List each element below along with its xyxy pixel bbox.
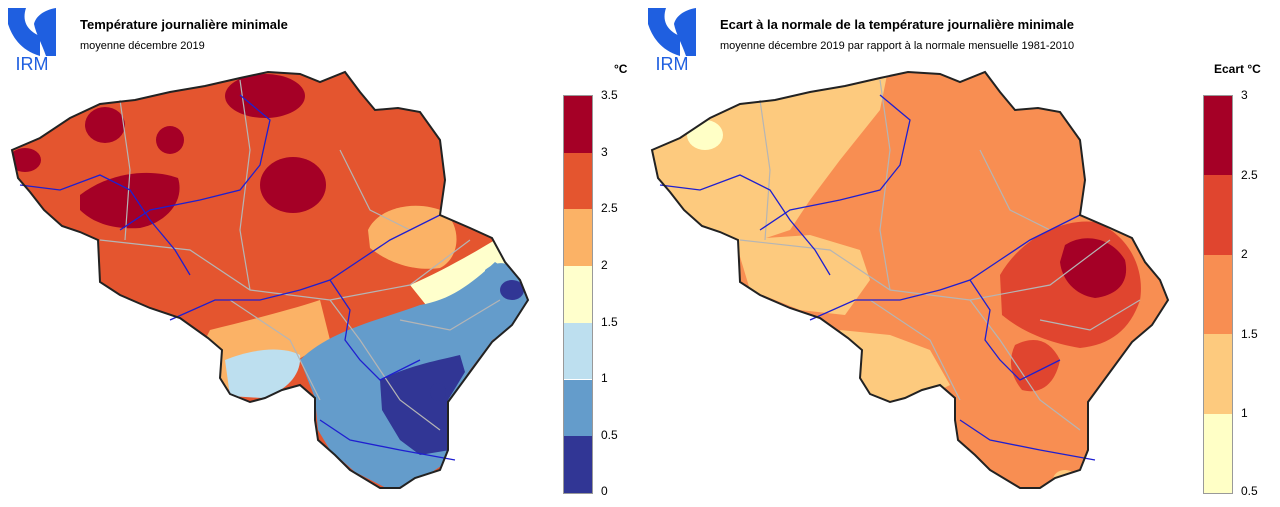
- legend-band: [1204, 334, 1232, 414]
- legend-tick: 3: [601, 145, 608, 159]
- temperature-zone: [368, 205, 457, 269]
- temperature-zone: [500, 280, 524, 300]
- color-legend: [1203, 95, 1233, 494]
- legend-band: [564, 266, 592, 323]
- legend-band: [1204, 254, 1232, 335]
- map-title: Température journalière minimale: [80, 17, 288, 32]
- temperature-zone: [80, 172, 180, 229]
- belgium-map: [650, 70, 1170, 489]
- legend-tick: 2.5: [601, 201, 618, 215]
- country-outline: [650, 70, 1170, 489]
- temperature-zone: [260, 157, 326, 213]
- irm-logo: IRM: [648, 8, 696, 72]
- belgium-map: [10, 70, 530, 489]
- legend-unit: Ecart °C: [1214, 62, 1261, 76]
- irm-logo-mark: [674, 8, 696, 56]
- country-outline: [10, 70, 530, 489]
- legend-band: [1204, 413, 1232, 493]
- temperature-zone: [225, 74, 305, 118]
- temperature-zone: [410, 240, 510, 310]
- map-panel-temperature-anomaly: IRM Ecart à la normale de la température…: [640, 0, 1280, 507]
- river-meuse-sambre: [169, 214, 456, 461]
- irm-logo-mark: [8, 8, 40, 56]
- map-subtitle: moyenne décembre 2019: [80, 40, 205, 52]
- legend-band: [564, 436, 592, 493]
- province-border: [739, 79, 1141, 431]
- legend-tick: 2: [1241, 247, 1248, 261]
- legend-band: [1204, 96, 1232, 176]
- temperature-zone: [225, 349, 301, 398]
- legend-tick: 1.5: [601, 315, 618, 329]
- temperature-zone: [156, 126, 184, 154]
- irm-logo-mark: [648, 8, 680, 56]
- legend-tick: 2.5: [1241, 168, 1258, 182]
- map-panel-minimum-temperature: IRM Température journalière minimale moy…: [8, 8, 628, 498]
- legend-tick: 1: [601, 371, 608, 385]
- legend-band: [564, 379, 592, 437]
- anomaly-zone: [735, 235, 870, 315]
- province-border: [99, 79, 501, 431]
- legend-band: [1204, 175, 1232, 255]
- irm-logo-text: IRM: [16, 54, 49, 72]
- legend-tick: 0.5: [1241, 484, 1258, 498]
- legend-tick: 3.5: [601, 88, 618, 102]
- legend-tick: 1: [1241, 406, 1248, 420]
- legend-band: [564, 322, 592, 380]
- river-meuse-sambre: [809, 214, 1096, 461]
- anomaly-zone: [687, 120, 723, 150]
- irm-logo: IRM: [8, 8, 56, 72]
- legend-tick: 0: [601, 484, 608, 498]
- legend-band: [564, 96, 592, 153]
- map-subtitle: moyenne décembre 2019 par rapport à la n…: [720, 40, 1075, 52]
- anomaly-zone: [840, 330, 950, 405]
- map-title: Ecart à la normale de la température jou…: [720, 17, 1075, 32]
- irm-logo-text: IRM: [656, 54, 689, 72]
- legend-tick: 1.5: [1241, 327, 1258, 341]
- legend-unit: °C: [614, 62, 628, 76]
- river-scheldt: [659, 94, 911, 276]
- temperature-zone: [481, 263, 528, 340]
- legend-band: [564, 209, 592, 267]
- legend-tick: 2: [601, 258, 608, 272]
- temperature-zone: [430, 383, 446, 401]
- legend-tick: 0.5: [601, 428, 618, 442]
- legend-band: [564, 152, 592, 210]
- legend-tick: 3: [1241, 88, 1248, 102]
- temperature-zone: [12, 148, 41, 172]
- anomaly-zone: [1060, 238, 1127, 298]
- river-scheldt: [19, 94, 271, 276]
- color-legend: [563, 95, 593, 494]
- temperature-zone: [380, 355, 465, 455]
- irm-logo-mark: [34, 8, 56, 56]
- temperature-zone: [85, 107, 125, 143]
